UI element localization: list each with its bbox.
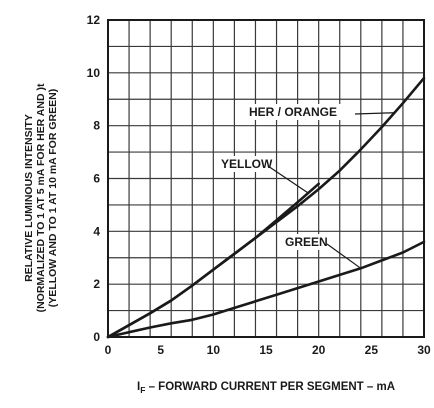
annotation-layer: HER / ORANGE YELLOW GREEN <box>218 104 395 269</box>
y-tick-label: 10 <box>87 66 101 80</box>
y-axis-label-line-2: (NORMALIZED TO 1 AT 5 mA FOR HER AND )t <box>35 83 47 312</box>
x-tick-label: 30 <box>417 343 431 357</box>
x-tick-label: 25 <box>365 343 379 357</box>
y-axis-label-line-1: RELATIVE LUMINOUS INTENSITY <box>23 114 35 282</box>
annotation-bg-green <box>282 234 330 250</box>
y-tick-label: 6 <box>93 172 100 186</box>
grid-layer <box>108 20 424 337</box>
y-tick-label: 12 <box>87 13 101 27</box>
x-tick-label: 20 <box>312 343 326 357</box>
series-layer <box>106 76 426 339</box>
tick-layer: 0 5 10 15 20 25 30 0 2 4 6 8 10 12 <box>87 13 431 357</box>
annotation-bg-yellow <box>218 156 271 172</box>
annotation-bg-her-orange <box>246 104 358 120</box>
y-axis-label-line-3: (YELLOW AND TO 1 AT 10 mA FOR GREEN) <box>47 89 59 307</box>
x-tick-label: 0 <box>105 343 112 357</box>
annotation-leader-yellow <box>267 165 309 194</box>
annotation-leader-green <box>326 243 362 269</box>
annotation-label-her-orange: HER / ORANGE <box>249 105 337 119</box>
y-axis-label: RELATIVE LUMINOUS INTENSITY (NORMALIZED … <box>23 83 59 312</box>
plot-frame <box>107 19 425 338</box>
y-tick-label: 0 <box>93 330 100 344</box>
y-tick-label: 8 <box>93 119 100 133</box>
x-tick-label: 5 <box>157 343 164 357</box>
annotation-leader-her-orange <box>354 112 395 115</box>
y-tick-label: 4 <box>93 224 100 238</box>
x-tick-label: 15 <box>259 343 273 357</box>
annotation-label-green: GREEN <box>285 235 328 249</box>
x-axis-label-rest: – FORWARD CURRENT PER SEGMENT – mA <box>145 381 395 393</box>
annotation-label-yellow: YELLOW <box>221 157 273 171</box>
x-tick-label: 10 <box>207 343 221 357</box>
series-line-green <box>106 240 426 339</box>
x-axis-label-subscript: F <box>140 385 145 395</box>
x-axis-label-prefix: I <box>137 381 140 393</box>
x-axis-label: IF – FORWARD CURRENT PER SEGMENT – mA <box>137 381 395 395</box>
y-tick-label: 2 <box>93 277 100 291</box>
series-line-yellow <box>106 182 320 339</box>
